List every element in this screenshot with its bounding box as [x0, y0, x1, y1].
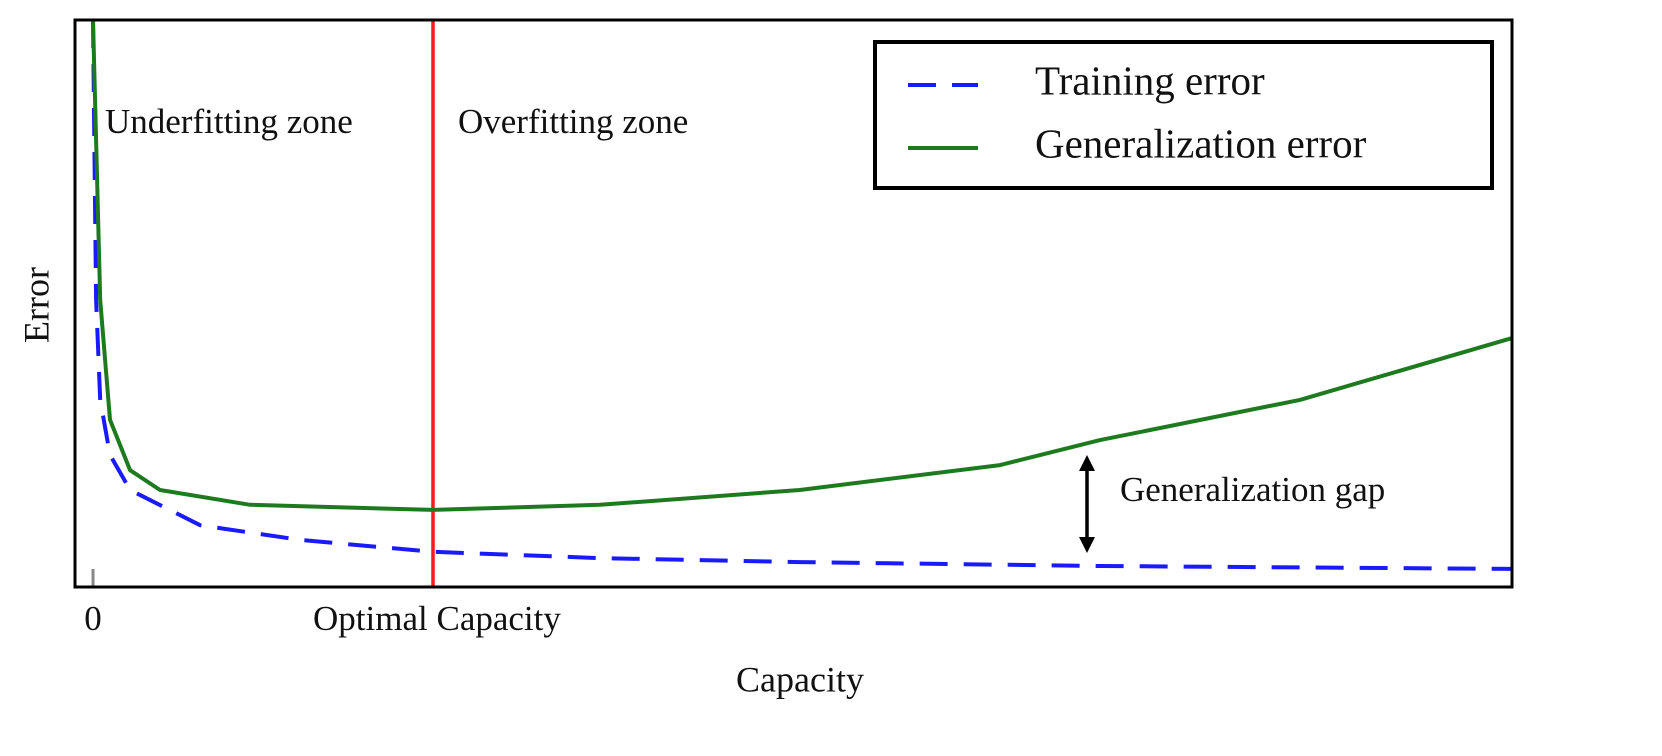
x-tick-label: Optimal Capacity — [313, 599, 561, 638]
line-series — [91, 19, 1513, 512]
annotation: Generalization gap — [1120, 470, 1385, 509]
annotation: Underfitting zone — [105, 102, 353, 141]
legend: Training error Generalization error — [873, 40, 1494, 190]
legend-label: Generalization error — [1035, 120, 1367, 166]
x-tick-label: 0 — [84, 599, 102, 638]
x-axis-label: Capacity — [736, 659, 864, 699]
legend-box — [873, 40, 1494, 190]
gap-arrow — [1079, 455, 1095, 553]
y-axis-label: Error — [16, 267, 56, 343]
arrow-head — [1079, 455, 1095, 471]
arrow-head — [1079, 537, 1095, 553]
plot-frame — [73, 18, 1514, 589]
legend-label: Training error — [1035, 57, 1265, 103]
line-series — [91, 19, 1513, 571]
annotation: Overfitting zone — [458, 102, 688, 141]
